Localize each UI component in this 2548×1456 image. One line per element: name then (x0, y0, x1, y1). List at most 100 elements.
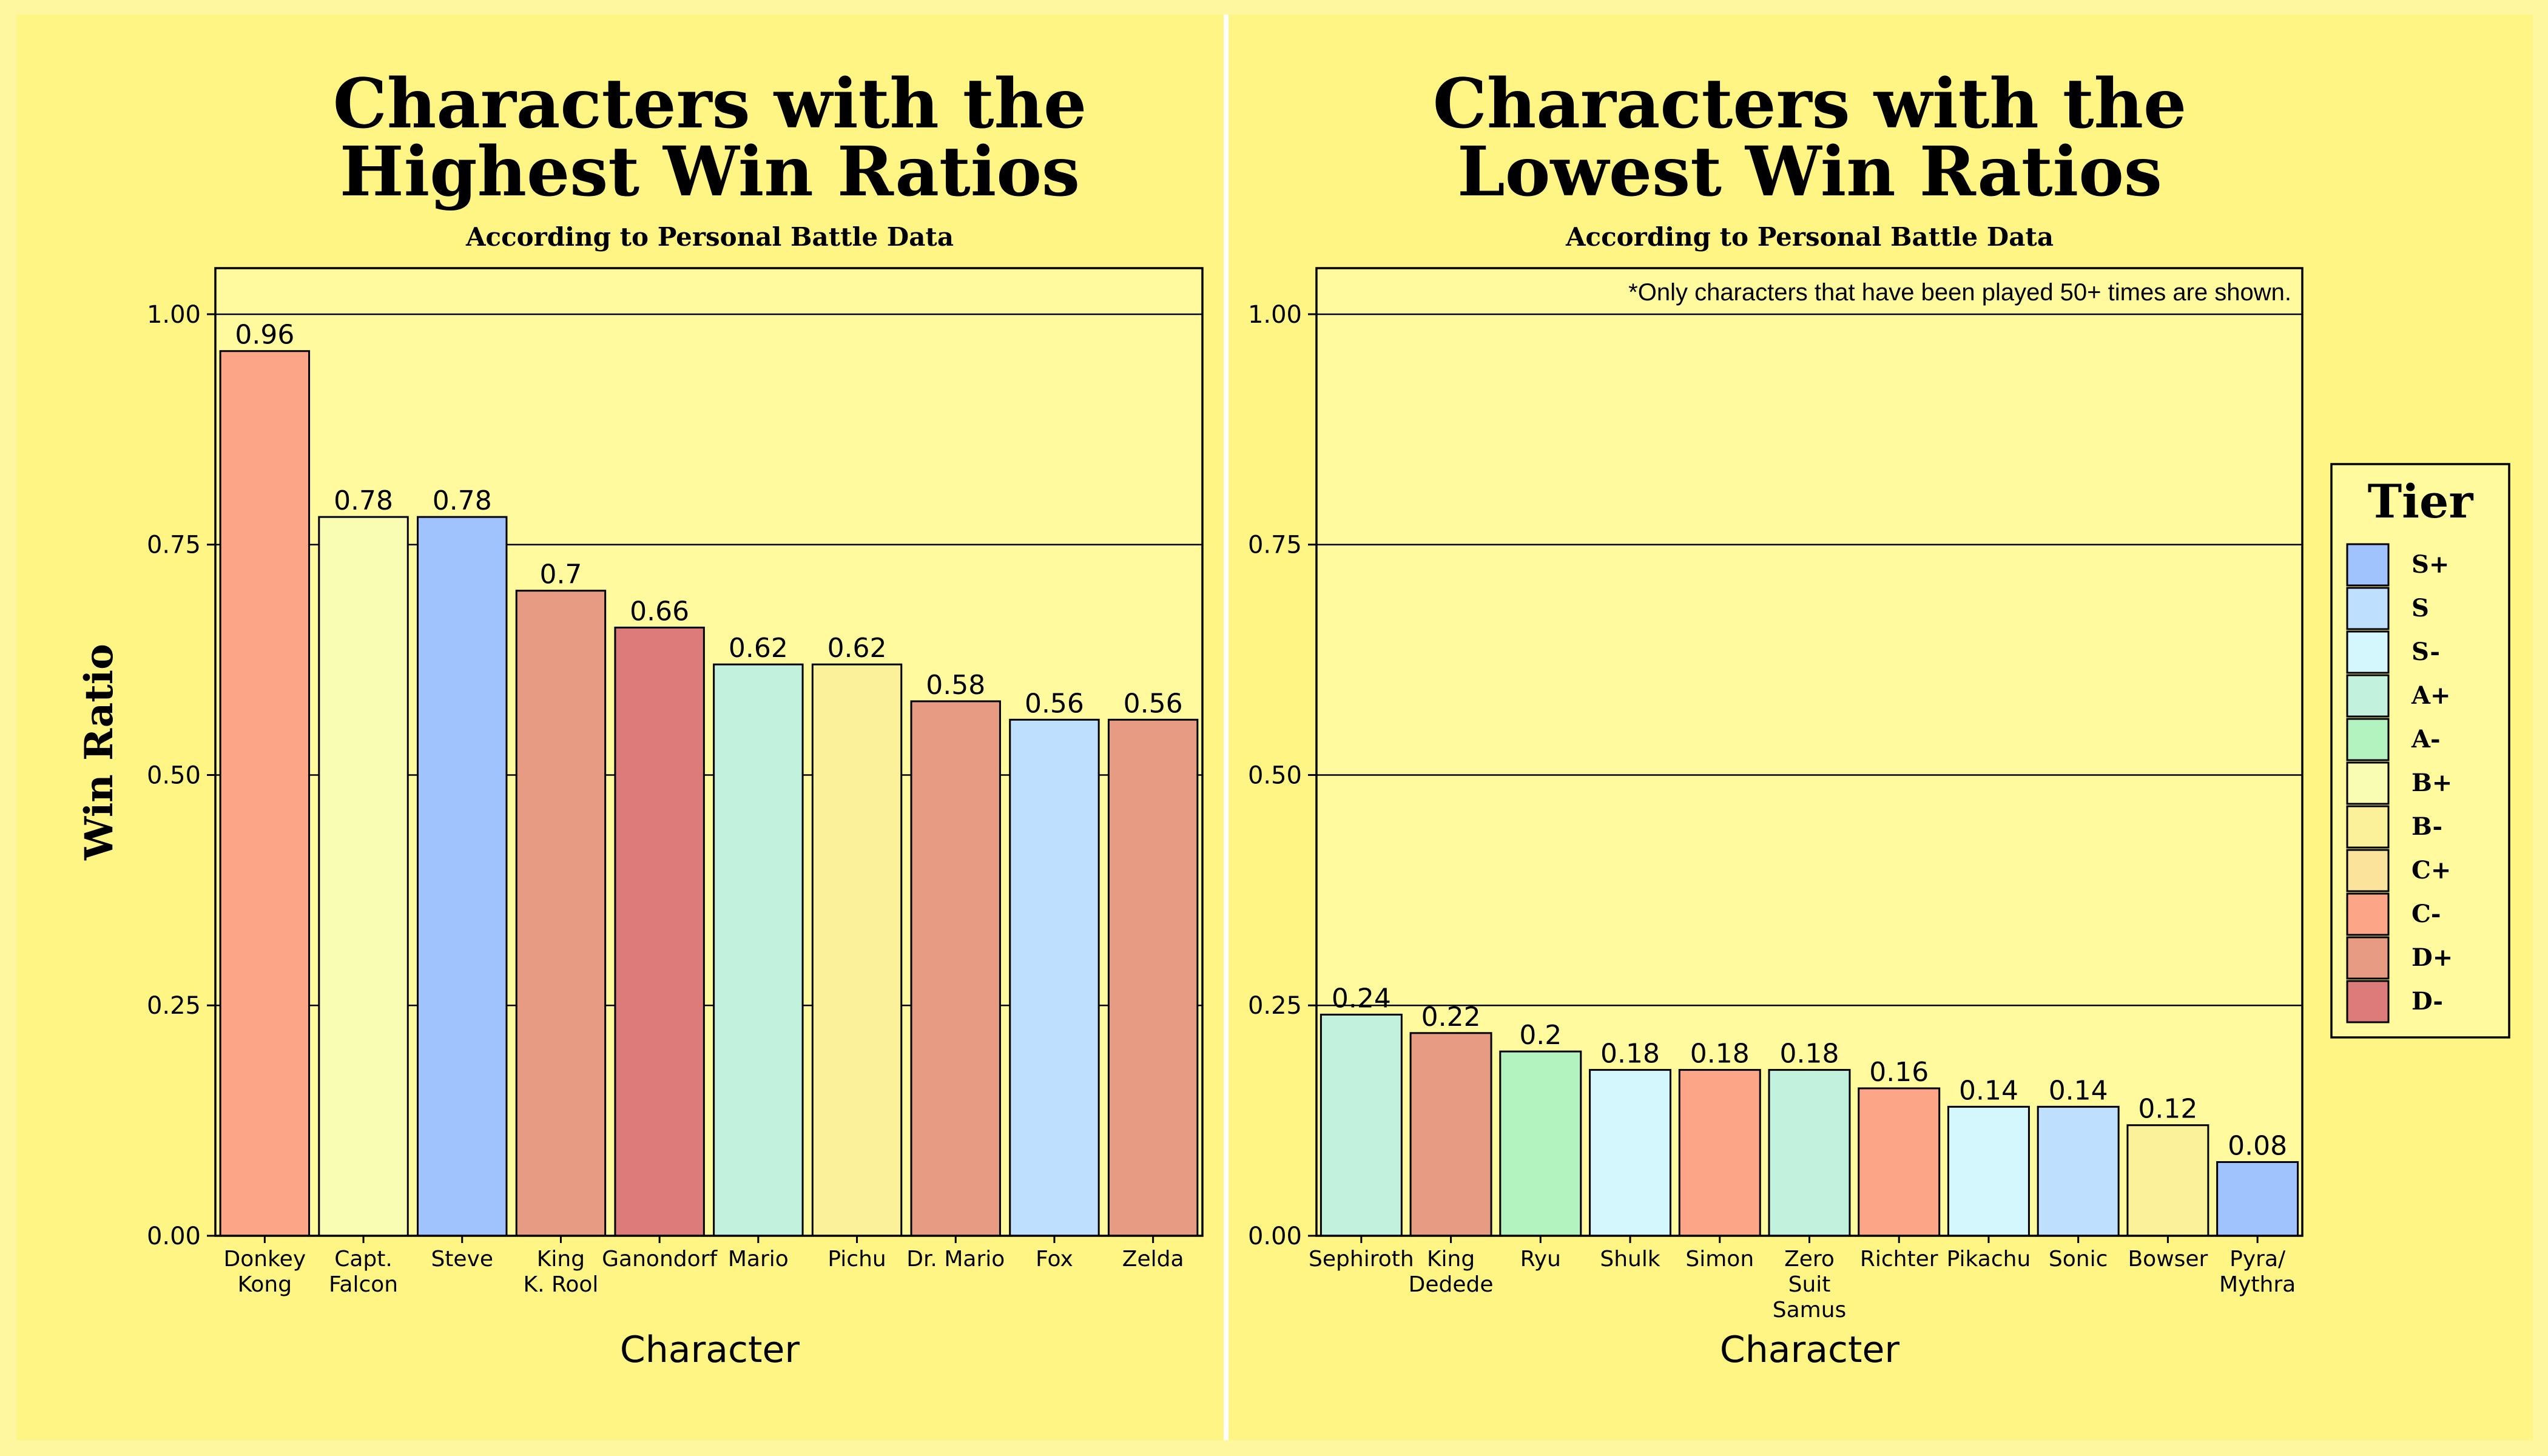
legend-swatch (2346, 980, 2390, 1023)
panel-divider (1224, 15, 1228, 1440)
legend-swatch (2346, 587, 2390, 630)
bar (1768, 1069, 1851, 1237)
chart-subtitle: According to Personal Battle Data (465, 222, 954, 252)
chart-title-line: Characters with the (333, 64, 1087, 144)
data-label: 0.18 (1690, 1039, 1750, 1070)
x-tick-label: Pichu (827, 1247, 886, 1272)
y-tick-label: 0.50 (1248, 761, 1302, 789)
legend-label: B+ (2412, 769, 2452, 797)
x-tick-label-line: Kong (238, 1272, 292, 1297)
bar (811, 663, 903, 1237)
chart-subtitle: According to Personal Battle Data (1565, 222, 2054, 252)
bar (910, 700, 1001, 1237)
legend-label: S (2412, 594, 2429, 622)
x-tick-label: Pyra/Mythra (2219, 1247, 2296, 1297)
x-tick-label-line: Sonic (2049, 1247, 2108, 1272)
legend-swatch (2346, 761, 2390, 805)
x-tick-label-line: Dr. Mario (906, 1247, 1005, 1272)
x-tick-label: Ganondorf (602, 1247, 718, 1272)
data-label: 0.14 (2049, 1075, 2108, 1106)
x-tick-label-line: Donkey (224, 1247, 306, 1272)
x-tick-label: Ryu (1520, 1247, 1561, 1272)
bar (219, 350, 311, 1237)
x-tick-label: Zero Suit Samus (1773, 1247, 1847, 1323)
legend-swatch (2346, 936, 2390, 980)
y-tick-label: 0.25 (1248, 992, 1302, 1020)
legend-label: C+ (2412, 856, 2451, 885)
data-label: 0.56 (1124, 688, 1183, 719)
x-tick-label: Capt. Falcon (329, 1247, 398, 1297)
x-tick-label-line: Samus (1773, 1298, 1847, 1323)
x-tick-label: Bowser (2128, 1247, 2208, 1272)
legend-label: B- (2412, 812, 2442, 841)
x-tick-label-line: Ganondorf (602, 1247, 718, 1272)
x-tick-label: Sephiroth (1309, 1247, 1414, 1272)
legend-label: S- (2412, 638, 2440, 666)
x-tick-label: Dr. Mario (906, 1247, 1005, 1272)
legend-title: Tier (2368, 474, 2474, 528)
x-tick-label-line: Pikachu (1947, 1247, 2031, 1272)
x-tick-label: Mario (728, 1247, 789, 1272)
data-label: 0.7 (539, 559, 582, 590)
data-label: 0.66 (630, 596, 689, 627)
x-tick-label: Pikachu (1947, 1247, 2031, 1272)
plot-frame (214, 267, 1204, 1237)
legend-swatch (2346, 543, 2390, 587)
legend-swatch (2346, 674, 2390, 718)
data-label: 0.14 (1959, 1075, 2018, 1106)
bar (1947, 1105, 2030, 1237)
y-tick-label: 0.50 (147, 761, 201, 789)
bar (1858, 1087, 1941, 1237)
data-label: 0.24 (1332, 983, 1391, 1014)
bar (1320, 1013, 1403, 1237)
data-label: 0.78 (433, 485, 492, 516)
x-tick-label-line: Mario (728, 1247, 789, 1272)
chart-footnote: *Only characters that have been played 5… (1628, 279, 2291, 306)
data-label: 0.22 (1421, 1002, 1481, 1033)
x-tick-label-line: King (537, 1247, 585, 1272)
data-label: 0.62 (827, 633, 887, 664)
bar (515, 590, 607, 1237)
bar (2037, 1105, 2120, 1237)
x-tick-label: Simon (1685, 1247, 1754, 1272)
data-label: 0.78 (334, 485, 393, 516)
legend-swatch (2346, 805, 2390, 849)
bar (1409, 1032, 1492, 1237)
plot-frame (1315, 267, 2304, 1237)
x-tick-label-line: Zero (1784, 1247, 1835, 1272)
legend-label: D- (2412, 987, 2443, 1016)
legend-swatch (2346, 718, 2390, 761)
legend-label: C- (2412, 900, 2441, 928)
bar (2216, 1161, 2299, 1237)
bar (318, 516, 409, 1237)
x-tick-label-line: King (1427, 1247, 1475, 1272)
bar (1107, 718, 1199, 1237)
data-label: 0.2 (1519, 1020, 1562, 1051)
y-tick-label: 0.25 (147, 992, 201, 1020)
legend-label: S+ (2412, 550, 2449, 579)
x-tick-label-line: Bowser (2128, 1247, 2208, 1272)
y-tick-label: 0.00 (147, 1222, 201, 1250)
x-tick-label: Steve (431, 1247, 493, 1272)
x-axis-label: Character (620, 1329, 800, 1371)
x-tick-label-line: Zelda (1122, 1247, 1184, 1272)
bar (1589, 1069, 1672, 1237)
x-tick-label-line: Ryu (1520, 1247, 1561, 1272)
x-tick-label-line: Pyra/ (2230, 1247, 2286, 1272)
x-tick-label: Fox (1036, 1247, 1073, 1272)
data-label: 0.16 (1869, 1057, 1929, 1088)
x-tick-label: King Dedede (1409, 1247, 1494, 1297)
x-axis-label: Character (1720, 1329, 1900, 1371)
data-label: 0.56 (1025, 688, 1084, 719)
chart-title-line: Lowest Win Ratios (1457, 132, 2162, 212)
x-tick-label-line: Fox (1036, 1247, 1073, 1272)
data-label: 0.18 (1600, 1039, 1660, 1070)
y-tick-label: 0.00 (1248, 1222, 1302, 1250)
legend-swatch (2346, 849, 2390, 892)
y-tick-label: 0.75 (1248, 531, 1302, 559)
y-tick-label: 0.75 (147, 531, 201, 559)
legend-label: A+ (2411, 681, 2451, 710)
data-label: 0.12 (2138, 1094, 2197, 1125)
